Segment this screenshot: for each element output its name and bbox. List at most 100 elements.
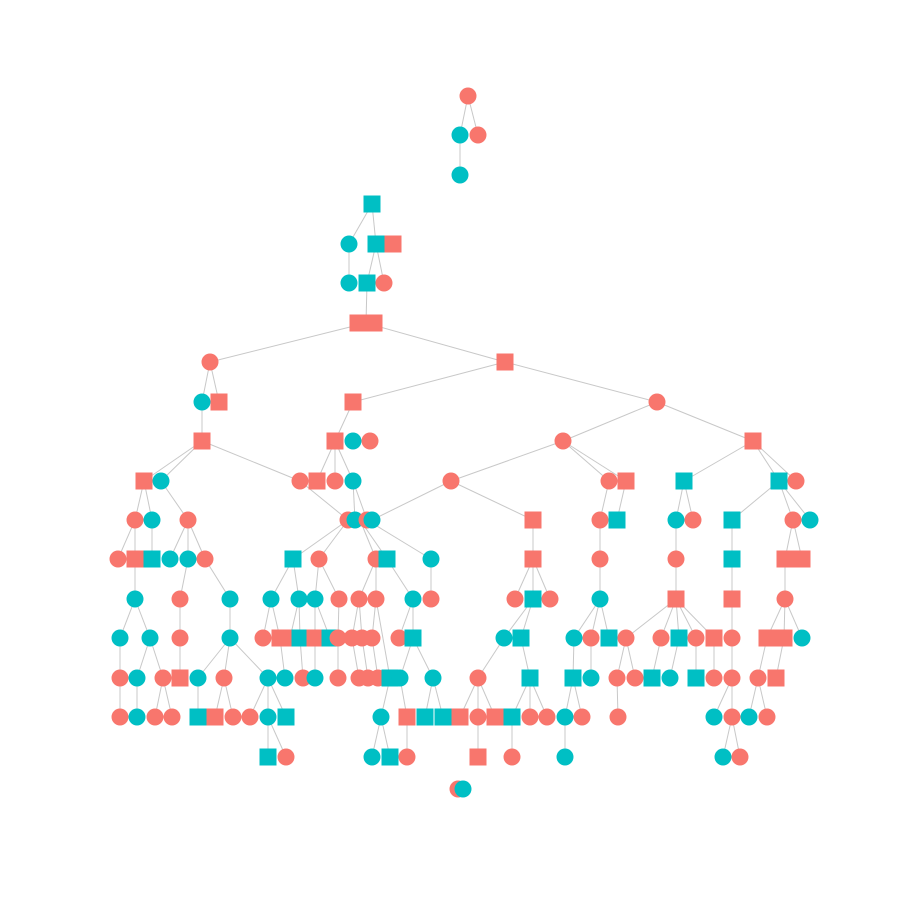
circle-node (705, 708, 723, 726)
circle-node (424, 669, 442, 687)
circle-node (111, 629, 129, 647)
circle-node (591, 590, 609, 608)
square-node (667, 590, 685, 608)
circle-node (128, 669, 146, 687)
square-node (135, 472, 153, 490)
circle-node (340, 274, 358, 292)
circle-node (776, 590, 794, 608)
square-node (143, 550, 161, 568)
circle-node (731, 748, 749, 766)
circle-node (215, 669, 233, 687)
square-node (358, 274, 376, 292)
circle-node (294, 669, 312, 687)
circle-node (582, 629, 600, 647)
square-node (284, 550, 302, 568)
circle-node (290, 590, 308, 608)
circle-node (541, 590, 559, 608)
square-node (451, 708, 469, 726)
circle-node (801, 511, 819, 529)
circle-node (648, 393, 666, 411)
circle-node (329, 669, 347, 687)
pedigree-edge (375, 598, 391, 679)
circle-node (617, 629, 635, 647)
circle-node (179, 550, 197, 568)
circle-node (363, 748, 381, 766)
pedigree-edge (292, 519, 349, 560)
circle-node (591, 511, 609, 529)
circle-node (306, 590, 324, 608)
circle-node (422, 550, 440, 568)
pedigree-edge (371, 480, 452, 521)
circle-node (179, 511, 197, 529)
circle-node (723, 629, 741, 647)
square-node (171, 669, 189, 687)
circle-node (521, 708, 539, 726)
circle-node (171, 590, 189, 608)
square-node (486, 708, 504, 726)
circle-node (329, 629, 347, 647)
pedigree-edge (352, 361, 506, 403)
circle-node (573, 708, 591, 726)
circle-node (221, 590, 239, 608)
circle-node (404, 590, 422, 608)
square-node (608, 511, 626, 529)
circle-node (687, 629, 705, 647)
pedigree-edge (197, 637, 231, 679)
circle-node (565, 629, 583, 647)
circle-node (495, 629, 513, 647)
circle-node (146, 708, 164, 726)
square-node (524, 550, 542, 568)
circle-node (684, 511, 702, 529)
circle-node (310, 550, 328, 568)
circle-node (259, 708, 277, 726)
circle-node (390, 629, 408, 647)
circle-node (469, 669, 487, 687)
circle-node (422, 590, 440, 608)
circle-node (714, 748, 732, 766)
circle-node (749, 669, 767, 687)
circle-node (224, 708, 242, 726)
circle-node (740, 708, 758, 726)
circle-node (277, 748, 295, 766)
circle-node (193, 393, 211, 411)
circle-node (363, 629, 381, 647)
circle-node (367, 590, 385, 608)
square-node (306, 629, 324, 647)
circle-node (111, 708, 129, 726)
circle-node (626, 669, 644, 687)
square-node (643, 669, 661, 687)
pedigree-edge (562, 440, 627, 482)
square-node (365, 314, 383, 332)
circle-node (723, 708, 741, 726)
circle-node (469, 708, 487, 726)
square-node (767, 669, 785, 687)
circle-node (154, 669, 172, 687)
circle-node (667, 511, 685, 529)
square-node (775, 629, 793, 647)
circle-node (503, 748, 521, 766)
circle-node (128, 708, 146, 726)
circle-node (171, 629, 189, 647)
square-node (723, 511, 741, 529)
square-node (126, 550, 144, 568)
circle-node (163, 708, 181, 726)
square-node (524, 590, 542, 608)
circle-node (262, 590, 280, 608)
square-node (308, 472, 326, 490)
circle-node (152, 472, 170, 490)
circle-node (600, 472, 618, 490)
circle-node (705, 669, 723, 687)
square-node (344, 393, 362, 411)
square-node (793, 550, 811, 568)
circle-node (126, 511, 144, 529)
square-node (404, 629, 422, 647)
circle-node (161, 550, 179, 568)
pedigree-edge (504, 361, 658, 403)
square-node (723, 550, 741, 568)
circle-node (201, 353, 219, 371)
circle-node (609, 708, 627, 726)
circle-node (221, 629, 239, 647)
pedigree-edge (299, 480, 349, 521)
circle-node (459, 87, 477, 105)
square-node (326, 432, 344, 450)
